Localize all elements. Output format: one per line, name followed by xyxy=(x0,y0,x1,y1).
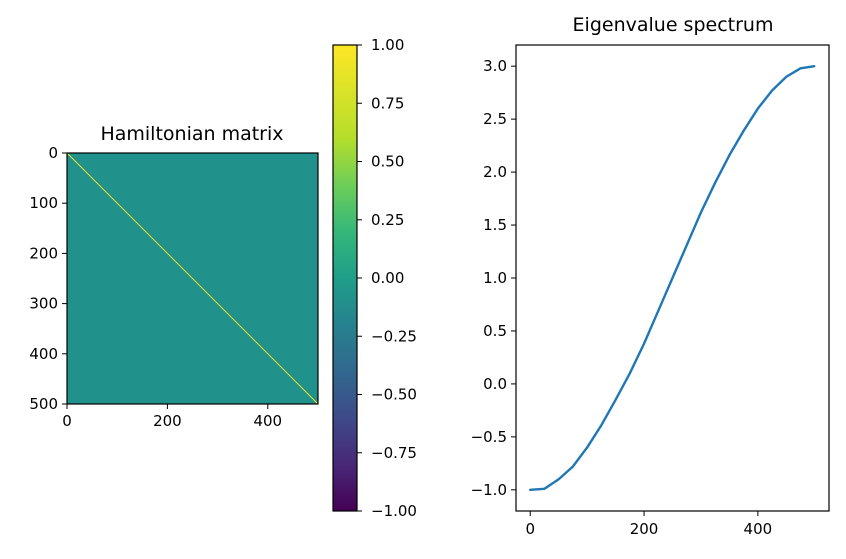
line-y-axis: −1.0 −0.5 0.0 0.5 1.0 1.5 2.0 2.5 3.0 xyxy=(471,57,516,499)
heatmap-x-tick-label: 200 xyxy=(153,412,182,430)
colorbar-tick-label: −0.50 xyxy=(371,386,417,404)
line-y-tick-label: 2.5 xyxy=(483,110,507,128)
line-x-tick-label: 200 xyxy=(630,520,659,538)
line-y-tick-label: 1.5 xyxy=(483,216,507,234)
heatmap-title: Hamiltonian matrix xyxy=(100,123,283,145)
colorbar-axis: −1.00 −0.75 −0.50 −0.25 0.00 0.25 0.50 0.75 1.00 xyxy=(357,36,417,520)
line-y-tick-label: 0.5 xyxy=(483,322,507,340)
colorbar-tick-label: 0.50 xyxy=(371,153,404,171)
line-series-group xyxy=(529,64,816,492)
heatmap-y-tick-label: 0 xyxy=(48,144,58,162)
colorbar-tick-label: −0.25 xyxy=(371,327,417,345)
line-x-axis: 0 200 400 xyxy=(525,511,772,538)
heatmap-y-tick-label: 500 xyxy=(29,395,58,413)
colorbar-tick-label: −1.00 xyxy=(371,502,417,520)
line-y-tick-label: 1.0 xyxy=(483,269,507,287)
line-title: Eigenvalue spectrum xyxy=(573,14,774,36)
heatmap-panel: Hamiltonian matrix 0 200 400 0 100 200 300 400… xyxy=(29,123,319,430)
colorbar: −1.00 −0.75 −0.50 −0.25 0.00 0.25 0.50 0.75 1.00 xyxy=(332,36,417,520)
colorbar-tick-label: 0.00 xyxy=(371,269,404,287)
line-panel: Eigenvalue spectrum 0 200 400 −1.0 −0.5 0.0 0… xyxy=(471,14,830,538)
line-y-tick-label: 3.0 xyxy=(483,57,507,75)
colorbar-tick-label: −0.75 xyxy=(371,444,417,462)
eigenvalue-series-line xyxy=(529,64,816,492)
heatmap-y-axis: 0 100 200 300 400 500 xyxy=(29,144,67,413)
line-x-tick-label: 400 xyxy=(744,520,773,538)
line-y-tick-label: −0.5 xyxy=(471,428,507,446)
heatmap-y-tick-label: 100 xyxy=(29,194,58,212)
heatmap-diagonal xyxy=(66,152,319,405)
heatmap-y-tick-label: 200 xyxy=(29,244,58,262)
line-y-tick-label: 0.0 xyxy=(483,375,507,393)
colorbar-gradient xyxy=(333,45,357,511)
heatmap-x-tick-label: 0 xyxy=(62,412,72,430)
heatmap-frame xyxy=(66,152,319,405)
colorbar-tick-label: 1.00 xyxy=(371,36,404,54)
line-y-tick-label: 2.0 xyxy=(483,163,507,181)
heatmap-x-tick-label: 400 xyxy=(253,412,282,430)
heatmap-y-tick-label: 400 xyxy=(29,345,58,363)
colorbar-tick-label: 0.25 xyxy=(371,211,404,229)
line-x-tick-label: 0 xyxy=(525,520,535,538)
colorbar-tick-label: 0.75 xyxy=(371,94,404,112)
line-y-tick-label: −1.0 xyxy=(471,481,507,499)
heatmap-y-tick-label: 300 xyxy=(29,295,58,313)
heatmap-x-axis: 0 200 400 xyxy=(62,404,282,430)
